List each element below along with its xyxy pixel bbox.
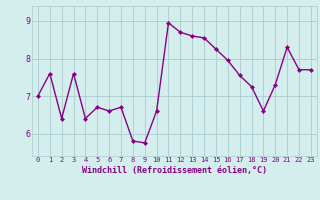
X-axis label: Windchill (Refroidissement éolien,°C): Windchill (Refroidissement éolien,°C) — [82, 166, 267, 175]
